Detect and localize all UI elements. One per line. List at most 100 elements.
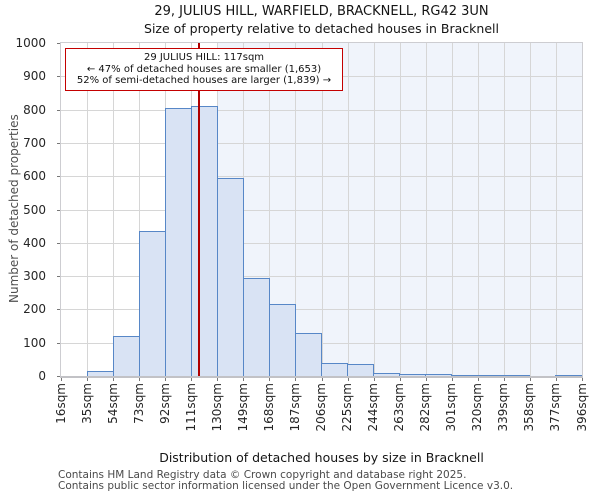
y-tick-mark <box>57 276 60 278</box>
x-tick-mark <box>139 378 141 381</box>
x-tick-mark <box>191 378 193 381</box>
vertical-gridline <box>113 43 115 376</box>
x-tick-mark <box>373 378 375 381</box>
x-tick-mark <box>399 378 401 381</box>
vertical-gridline <box>425 43 427 376</box>
x-tick-label: 206sqm <box>314 383 328 432</box>
vertical-gridline <box>347 43 349 376</box>
histogram-bar <box>347 364 375 376</box>
x-tick-label: 358sqm <box>522 383 537 432</box>
histogram-bar <box>425 374 453 376</box>
x-tick-mark <box>477 378 479 381</box>
x-tick-mark <box>425 378 427 381</box>
vertical-gridline <box>503 43 505 376</box>
x-axis-title: Distribution of detached houses by size … <box>159 450 484 465</box>
histogram-bar <box>503 374 531 376</box>
x-tick-mark <box>347 378 349 381</box>
x-tick-label: 149sqm <box>235 383 250 432</box>
histogram-bar <box>294 332 322 376</box>
y-tick-label: 1000 <box>15 36 46 50</box>
vertical-gridline <box>451 43 453 376</box>
y-tick-label: 300 <box>23 269 46 284</box>
x-tick-label: 168sqm <box>261 383 276 432</box>
y-tick-label: 100 <box>23 335 46 350</box>
footer-line-2: Contains public sector information licen… <box>58 480 514 492</box>
x-tick-label: 73sqm <box>131 383 146 424</box>
x-tick-mark <box>451 378 453 381</box>
y-tick-mark <box>57 209 60 211</box>
histogram-bar <box>112 336 140 376</box>
y-tick-label: 500 <box>23 202 46 217</box>
chart-title: 29, JULIUS HILL, WARFIELD, BRACKNELL, RG… <box>154 4 489 19</box>
y-tick-label: 0 <box>38 369 46 383</box>
annotation-line-1: 29 JULIUS HILL: 117sqm <box>143 52 265 63</box>
x-tick-label: 130sqm <box>209 383 224 432</box>
vertical-gridline <box>399 43 401 376</box>
attribution-footer: Contains HM Land Registry data © Crown c… <box>58 470 513 492</box>
x-tick-mark <box>87 378 89 381</box>
vertical-gridline <box>555 43 557 376</box>
x-tick-mark <box>582 378 583 381</box>
x-tick-label: 282sqm <box>418 383 433 432</box>
x-tick-label: 339sqm <box>496 383 511 432</box>
histogram-bar <box>399 374 427 376</box>
vertical-gridline <box>269 43 271 376</box>
x-tick-mark <box>61 378 62 381</box>
vertical-gridline <box>87 43 89 376</box>
x-tick-label: 16sqm <box>53 383 68 424</box>
x-tick-mark <box>217 378 219 381</box>
footer-line-1: Contains HM Land Registry data © Crown c… <box>58 469 467 481</box>
vertical-gridline <box>295 43 297 376</box>
y-tick-mark <box>57 309 60 311</box>
x-tick-label: 225sqm <box>340 383 355 432</box>
y-tick-mark <box>57 376 60 377</box>
x-tick-mark <box>295 378 297 381</box>
x-tick-label: 377sqm <box>548 383 563 432</box>
vertical-gridline <box>139 43 141 376</box>
histogram-bar <box>555 374 583 376</box>
x-tick-mark <box>503 378 505 381</box>
y-tick-label: 800 <box>23 102 46 117</box>
y-tick-mark <box>57 109 60 111</box>
x-tick-mark <box>529 378 531 381</box>
histogram-bar <box>190 106 218 376</box>
histogram-bar <box>268 304 296 376</box>
y-tick-label: 600 <box>23 169 46 184</box>
x-tick-label: 54sqm <box>105 383 120 424</box>
x-tick-label: 244sqm <box>366 383 381 432</box>
x-tick-mark <box>243 378 245 381</box>
y-tick-mark <box>57 43 60 44</box>
x-tick-mark <box>555 378 557 381</box>
vertical-gridline <box>321 43 323 376</box>
x-tick-label: 320sqm <box>470 383 485 432</box>
histogram-bar <box>138 231 166 376</box>
x-tick-label: 263sqm <box>392 383 407 432</box>
y-tick-mark <box>57 242 60 244</box>
y-tick-mark <box>57 342 60 344</box>
x-tick-label: 187sqm <box>287 383 302 432</box>
annotation-box: 29 JULIUS HILL: 117sqm ← 47% of detached… <box>65 48 343 91</box>
vertical-gridline <box>529 43 531 376</box>
histogram-bar <box>451 374 479 376</box>
histogram-bar <box>321 362 349 376</box>
x-tick-label: 35sqm <box>79 383 94 424</box>
y-tick-mark <box>57 176 60 178</box>
histogram-bar <box>242 277 270 376</box>
property-size-marker-line <box>198 43 201 376</box>
x-tick-mark <box>113 378 115 381</box>
annotation-line-3: 52% of semi-detached houses are larger (… <box>76 75 332 86</box>
vertical-gridline <box>373 43 375 376</box>
x-tick-mark <box>269 378 271 381</box>
plot-area: 29 JULIUS HILL: 117sqm ← 47% of detached… <box>60 42 583 378</box>
x-tick-label: 92sqm <box>157 383 172 424</box>
histogram-bar <box>164 107 192 376</box>
x-tick-mark <box>321 378 323 381</box>
histogram-bar <box>477 374 505 376</box>
vertical-gridline <box>243 43 245 376</box>
chart-subtitle: Size of property relative to detached ho… <box>144 21 499 36</box>
y-tick-label: 900 <box>23 69 46 84</box>
annotation-line-2: ← 47% of detached houses are smaller (1,… <box>86 63 322 75</box>
x-tick-mark <box>165 378 167 381</box>
y-tick-mark <box>57 142 60 144</box>
